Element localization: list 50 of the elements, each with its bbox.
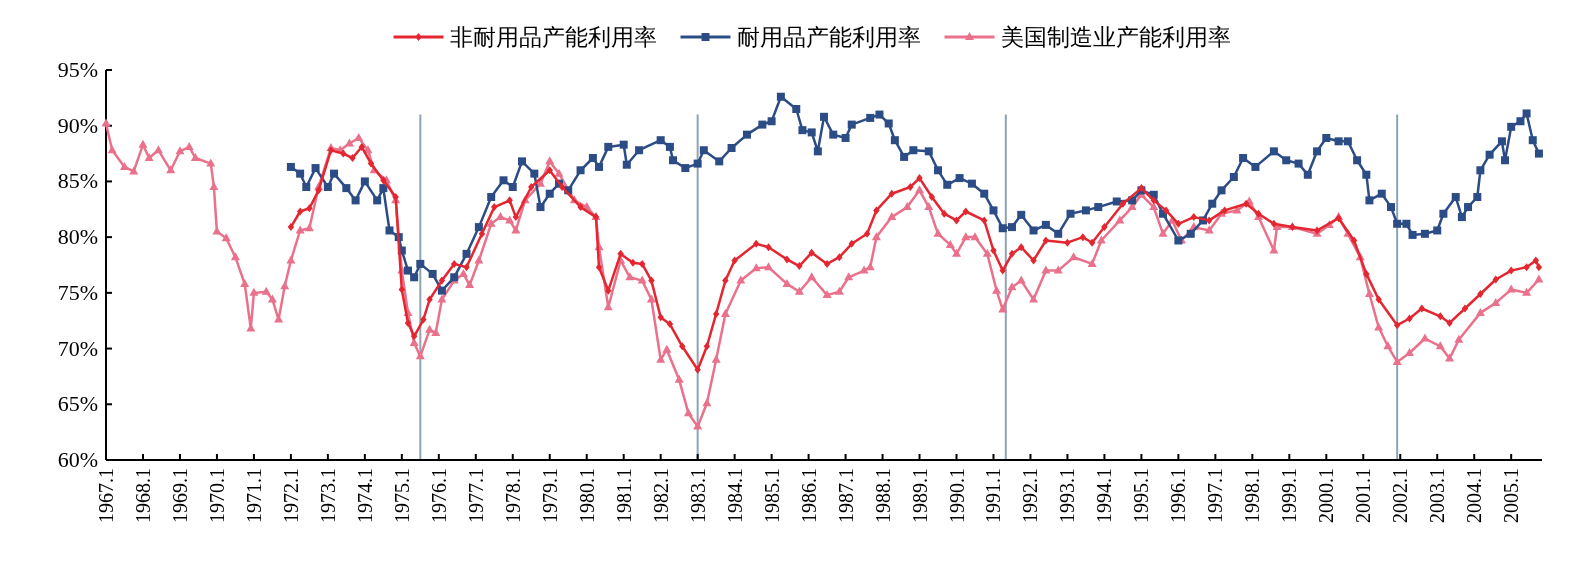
x-tick-label: 1988.1 xyxy=(871,468,894,523)
x-tick-label: 1970.1 xyxy=(205,468,228,523)
y-tick-label: 75% xyxy=(57,279,98,305)
x-tick-label: 1978.1 xyxy=(501,468,524,523)
x-tick-label: 1969.1 xyxy=(168,468,191,523)
x-tick-label: 1968.1 xyxy=(131,468,154,523)
x-tick-label: 1967.1 xyxy=(95,468,117,523)
x-tick-label: 1998.1 xyxy=(1241,468,1264,523)
x-tick-label: 1974.1 xyxy=(353,468,376,523)
x-tick-label: 1990.1 xyxy=(945,468,968,523)
x-tick-label: 1975.1 xyxy=(390,468,413,523)
x-tick-label: 1989.1 xyxy=(908,468,931,523)
x-tick-label: 1982.1 xyxy=(649,468,672,523)
x-tick-label: 1991.1 xyxy=(982,468,1005,523)
y-tick-label: 95% xyxy=(57,57,98,82)
x-tick-label: 1976.1 xyxy=(427,468,450,523)
y-tick-label: 90% xyxy=(57,112,98,138)
x-tick-label: 1985.1 xyxy=(760,468,783,523)
x-tick-label: 1992.1 xyxy=(1019,468,1042,523)
y-tick-label: 80% xyxy=(57,224,98,250)
x-tick-label: 1984.1 xyxy=(723,468,746,523)
y-tick-label: 60% xyxy=(57,447,98,472)
x-tick-label: 1996.1 xyxy=(1167,468,1190,523)
x-tick-label: 1973.1 xyxy=(316,468,339,523)
x-tick-label: 1986.1 xyxy=(797,468,820,523)
x-tick-label: 2004.1 xyxy=(1463,468,1486,523)
x-tick-label: 1993.1 xyxy=(1056,468,1079,523)
x-tick-label: 1983.1 xyxy=(686,468,709,523)
y-tick-label: 85% xyxy=(57,168,98,194)
legend-label: 耐用品产能利用率 xyxy=(736,25,921,50)
x-tick-label: 1977.1 xyxy=(464,468,487,523)
x-tick-label: 2002.1 xyxy=(1389,468,1412,523)
y-tick-label: 70% xyxy=(57,335,98,361)
legend-label: 美国制造业产能利用率 xyxy=(1000,25,1231,50)
x-tick-label: 1995.1 xyxy=(1130,468,1153,523)
x-tick-label: 1972.1 xyxy=(279,468,302,523)
x-tick-label: 1994.1 xyxy=(1093,468,1116,523)
x-tick-label: 1980.1 xyxy=(575,468,598,523)
x-tick-label: 1997.1 xyxy=(1204,468,1227,523)
x-tick-label: 1981.1 xyxy=(612,468,635,523)
x-tick-label: 1971.1 xyxy=(242,468,265,523)
x-tick-label: 2005.1 xyxy=(1500,468,1523,523)
x-tick-label: 1979.1 xyxy=(538,468,561,523)
x-tick-label: 2001.1 xyxy=(1352,468,1375,523)
x-tick-label: 2000.1 xyxy=(1315,468,1338,523)
x-tick-label: 2003.1 xyxy=(1426,468,1449,523)
y-tick-label: 65% xyxy=(57,391,98,417)
x-tick-label: 1987.1 xyxy=(834,468,857,523)
x-tick-label: 1999.1 xyxy=(1278,468,1301,523)
legend-label: 非耐用品产能利用率 xyxy=(449,25,657,50)
